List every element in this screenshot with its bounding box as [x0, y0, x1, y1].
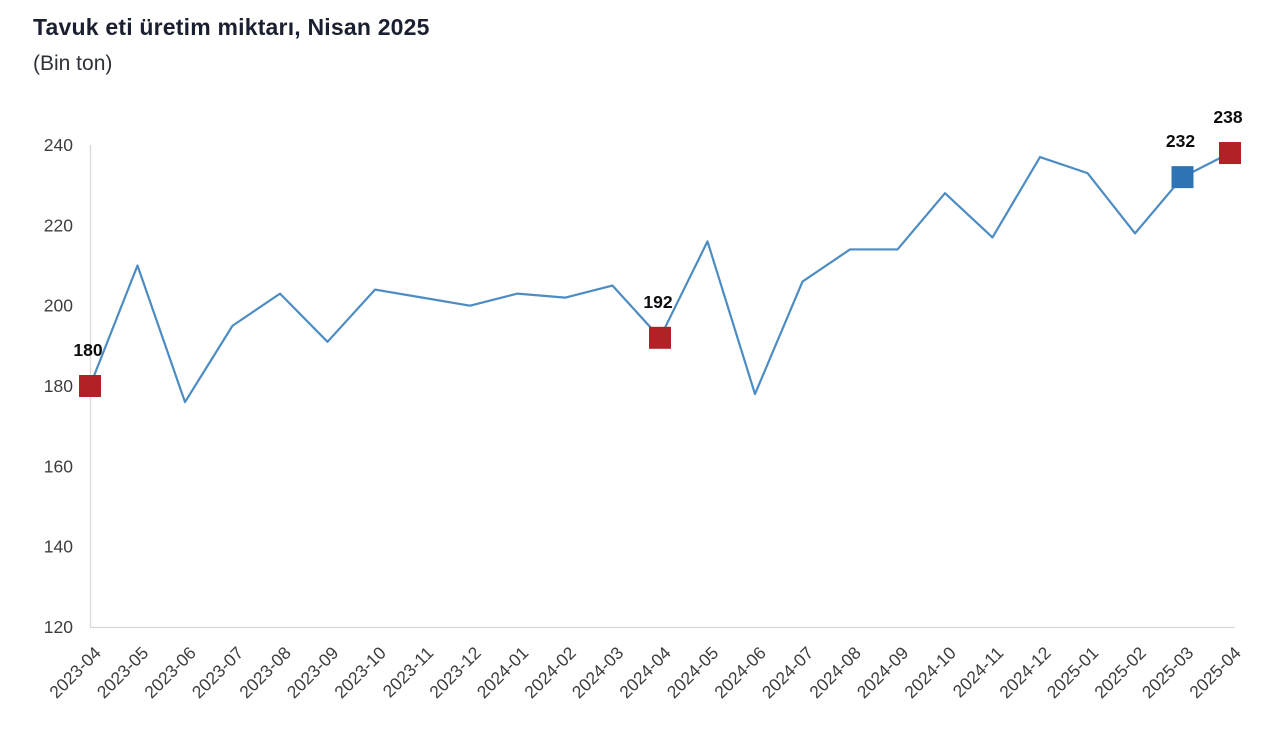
highlight-marker-2025-04 [1219, 142, 1241, 165]
x-tick-label: 2025-01 [1043, 643, 1103, 703]
x-tick-label: 2025-04 [1185, 643, 1245, 703]
x-tick-label: 2023-10 [330, 643, 390, 703]
x-tick-label: 2024-10 [900, 643, 960, 703]
y-tick-label: 220 [44, 215, 73, 235]
x-tick-label: 2024-01 [473, 643, 533, 703]
x-tick-label: 2023-12 [425, 643, 485, 703]
x-tick-label: 2023-04 [45, 643, 105, 703]
x-tick-label: 2025-02 [1090, 643, 1150, 703]
x-tick-label: 2023-05 [93, 643, 153, 703]
x-tick-label: 2024-03 [568, 643, 628, 703]
x-tick-label: 2024-07 [758, 643, 818, 703]
y-tick-label: 120 [44, 617, 73, 637]
x-tick-label: 2023-07 [188, 643, 248, 703]
highlight-marker-2023-04 [79, 375, 101, 397]
y-tick-label: 240 [44, 135, 73, 155]
x-tick-label: 2023-08 [235, 643, 295, 703]
point-value-label: 238 [1213, 107, 1242, 127]
chart-subtitle: (Bin ton) [33, 52, 113, 75]
y-tick-label: 200 [44, 296, 73, 316]
highlight-marker-2024-04 [649, 326, 671, 349]
y-tick-label: 180 [44, 376, 73, 396]
y-tick-label: 160 [44, 456, 73, 476]
series-line [88, 151, 1232, 404]
x-tick-label: 2023-09 [283, 643, 343, 703]
y-tick-label: 140 [44, 537, 73, 557]
point-value-label: 180 [73, 340, 102, 360]
chart-title: Tavuk eti üretim miktarı, Nisan 2025 [33, 14, 430, 40]
x-tick-label: 2024-12 [995, 643, 1055, 703]
x-tick-label: 2024-05 [663, 643, 723, 703]
point-value-label: 192 [643, 292, 672, 312]
x-tick-label: 2024-08 [805, 643, 865, 703]
x-tick-label: 2024-06 [710, 643, 770, 703]
highlight-marker-2025-03 [1171, 166, 1194, 189]
x-tick-label: 2023-06 [140, 643, 200, 703]
x-tick-label: 2025-03 [1138, 643, 1198, 703]
point-value-label: 232 [1166, 131, 1195, 151]
x-tick-label: 2024-09 [853, 643, 913, 703]
x-tick-label: 2024-02 [520, 643, 580, 703]
x-tick-label: 2024-04 [615, 643, 675, 703]
